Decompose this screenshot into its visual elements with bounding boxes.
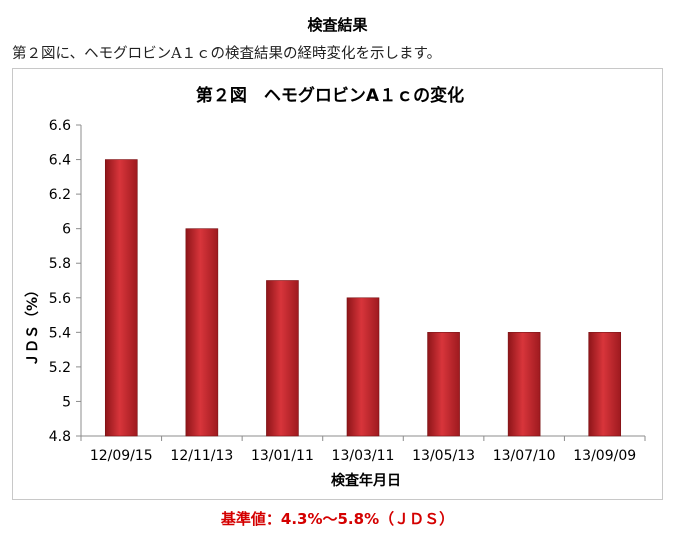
bar-13/09/09 [588, 332, 622, 437]
y-tick-label: 6.4 [49, 153, 71, 169]
reference-range-note: 基準値：4.3%～5.8%（ＪＤＳ） [220, 510, 455, 528]
x-tick-label: 13/01/11 [251, 448, 314, 464]
chart-bars [104, 159, 622, 437]
bar-13/01/11 [266, 280, 299, 437]
chart-title: 第２図 ヘモグロビンA１ｃの変化 [196, 85, 464, 106]
x-tick-label: 12/09/15 [90, 448, 153, 464]
bar-13/05/13 [427, 332, 460, 437]
x-tick-labels: 12/09/15 12/11/13 13/01/11 13/03/11 13/05/13… [90, 448, 636, 464]
y-tick-label: 5.6 [49, 291, 71, 307]
x-tick-label: 13/07/10 [493, 448, 556, 464]
x-axis-title: 検査年月日 [331, 472, 401, 489]
y-tick-label: 5.4 [49, 325, 71, 341]
chart-frame: 第２図 ヘモグロビンA１ｃの変化 4.8 5 5.2 5.4 5.6 5.8 6 6.2 6.4… [12, 68, 663, 500]
y-axis-title: ＪＤＳ（%） [25, 283, 41, 367]
intro-text: 第２図に、ヘモグロビンA１ｃの検査結果の経時変化を示します。 [12, 46, 442, 62]
y-tick-label: 6.6 [49, 118, 71, 134]
y-tick-label: 5.2 [49, 360, 71, 376]
bar-13/03/11 [346, 297, 380, 437]
chart-axes [76, 124, 646, 441]
bar-13/07/10 [507, 332, 541, 437]
y-tick-label: 4.8 [49, 429, 71, 445]
y-tick-label: 6 [62, 222, 71, 238]
section-heading: 検査結果 [307, 16, 368, 34]
y-tick-label: 6.2 [49, 187, 71, 203]
y-tick-label: 5.8 [49, 256, 71, 272]
x-tick-label: 13/09/09 [573, 448, 636, 464]
bar-12/09/15 [104, 159, 138, 437]
y-tick-labels: 4.8 5 5.2 5.4 5.6 5.8 6 6.2 6.4 6.6 [49, 118, 71, 445]
x-tick-label: 13/03/11 [332, 448, 395, 464]
x-tick-label: 12/11/13 [170, 448, 233, 464]
bar-chart: 第２図 ヘモグロビンA１ｃの変化 4.8 5 5.2 5.4 5.6 5.8 6 6.2 6.4… [25, 85, 646, 489]
bar-12/11/13 [185, 228, 219, 437]
y-tick-label: 5 [62, 394, 71, 410]
x-tick-label: 13/05/13 [412, 448, 475, 464]
